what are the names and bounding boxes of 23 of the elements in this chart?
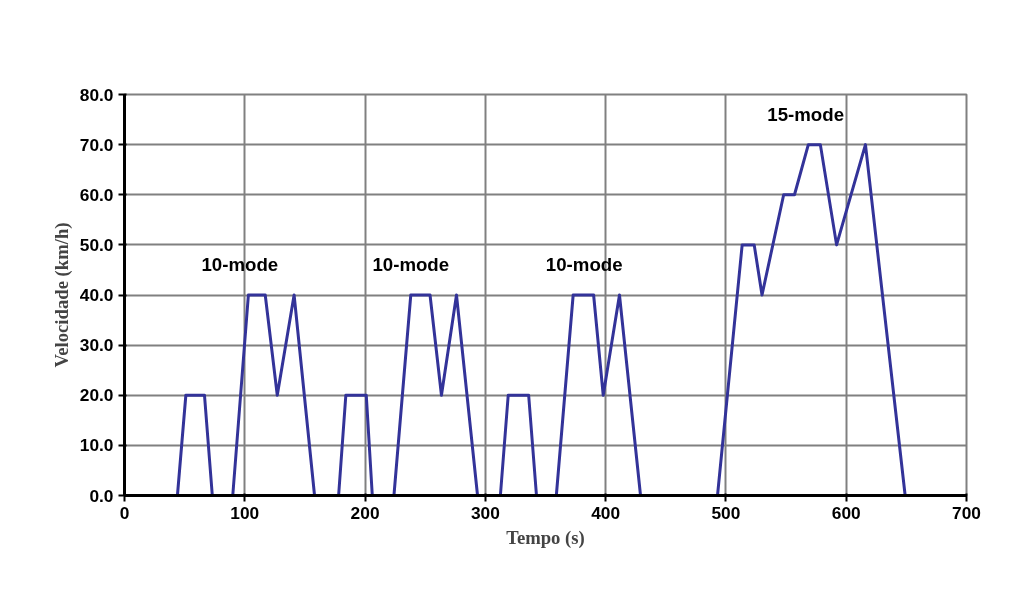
y-tick-label: 0.0 — [89, 485, 114, 506]
y-axis-title: Velocidade (km/h) — [50, 222, 73, 368]
annotation: 15-mode — [767, 104, 845, 126]
x-tick-label: 300 — [470, 502, 500, 523]
x-tick-label: 0 — [119, 502, 130, 523]
annotation: 10-mode — [545, 254, 623, 276]
x-tick-label: 400 — [591, 502, 621, 523]
x-tick-label: 100 — [230, 502, 260, 523]
x-tick-label: 600 — [831, 502, 861, 523]
y-tick-label: 80.0 — [79, 84, 114, 105]
y-tick-label: 60.0 — [79, 184, 114, 205]
y-tick-label: 20.0 — [79, 385, 114, 406]
x-tick-label: 200 — [350, 502, 380, 523]
annotation: 10-mode — [372, 254, 450, 276]
y-tick-label: 30.0 — [79, 335, 114, 356]
annotation: 10-mode — [201, 254, 279, 276]
x-axis-title: Tempo (s) — [506, 526, 585, 549]
y-tick-label: 50.0 — [79, 234, 114, 255]
x-tick-label: 700 — [952, 502, 981, 523]
y-tick-label: 10.0 — [79, 435, 114, 456]
x-tick-label: 500 — [711, 502, 741, 523]
y-tick-label: 70.0 — [79, 134, 114, 155]
y-tick-label: 40.0 — [79, 285, 114, 305]
